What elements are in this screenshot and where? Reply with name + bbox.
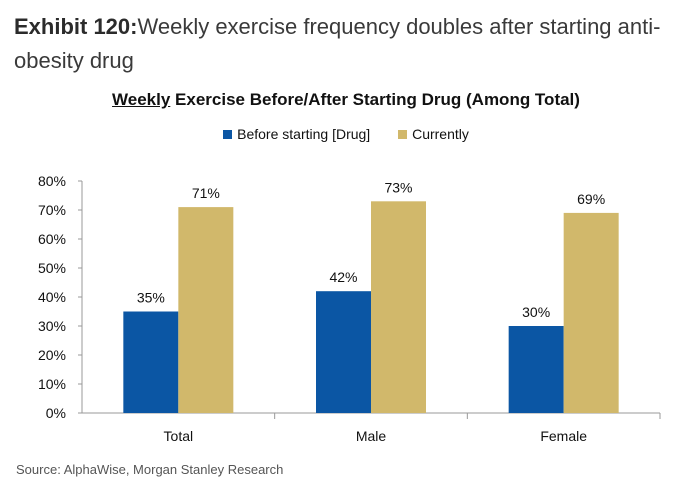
y-tick-label: 80% — [38, 173, 66, 189]
legend-label-currently: Currently — [412, 126, 469, 142]
y-tick-label: 60% — [38, 231, 66, 247]
legend-item-currently: Currently — [398, 126, 469, 142]
bar-before — [123, 311, 179, 413]
y-tick-label: 0% — [46, 405, 66, 421]
data-label: 69% — [577, 191, 605, 207]
y-tick-label: 10% — [38, 376, 66, 392]
bar-before — [316, 291, 371, 413]
y-tick-label: 30% — [38, 318, 66, 334]
data-label: 73% — [384, 179, 412, 195]
y-tick-label: 40% — [38, 289, 66, 305]
y-tick-label: 20% — [38, 347, 66, 363]
legend-item-before: Before starting [Drug] — [223, 126, 370, 142]
data-label: 71% — [192, 185, 220, 201]
x-tick-label: Male — [356, 428, 387, 444]
y-tick-label: 70% — [38, 202, 66, 218]
chart-title: Weekly Exercise Before/After Starting Dr… — [0, 90, 692, 110]
bar-currently — [563, 212, 619, 413]
legend-swatch-currently — [398, 130, 408, 139]
bar-currently — [371, 201, 426, 413]
data-label: 35% — [137, 290, 165, 306]
bar-currently — [178, 207, 234, 413]
data-label: 30% — [522, 304, 550, 320]
exhibit-text: Weekly exercise frequency doubles after … — [14, 14, 661, 73]
data-label: 42% — [329, 269, 357, 285]
legend-label-before: Before starting [Drug] — [237, 126, 371, 142]
exhibit-label: Exhibit 120: — [14, 14, 138, 39]
exhibit-title: Exhibit 120:Weekly exercise frequency do… — [14, 10, 682, 78]
legend-swatch-before — [223, 130, 233, 139]
chart-title-rest: Exercise Before/After Starting Drug (Amo… — [170, 90, 580, 109]
x-tick-label: Total — [164, 428, 194, 444]
x-tick-label: Female — [540, 428, 587, 444]
source-note: Source: AlphaWise, Morgan Stanley Resear… — [16, 462, 284, 477]
chart-title-underlined: Weekly — [112, 90, 171, 109]
chart-legend: Before starting [Drug] Currently — [0, 126, 692, 142]
y-tick-label: 50% — [38, 260, 66, 276]
bar-before — [508, 326, 564, 413]
